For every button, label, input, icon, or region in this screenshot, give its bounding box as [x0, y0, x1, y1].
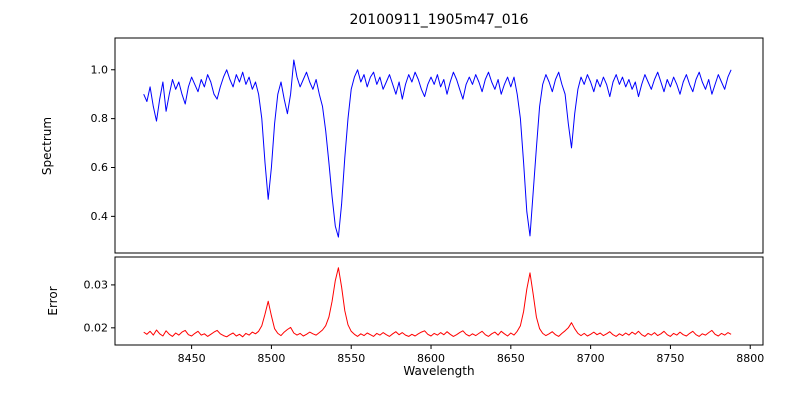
x-tick-label: 8450 — [178, 352, 206, 365]
y-tick-label: 0.6 — [91, 161, 109, 174]
x-tick-label: 8500 — [257, 352, 285, 365]
y-tick-label: 0.8 — [91, 112, 109, 125]
x-tick-label: 8550 — [337, 352, 365, 365]
y-tick-label: 0.4 — [91, 210, 109, 223]
y-tick-label: 0.03 — [84, 278, 109, 291]
x-tick-label: 8600 — [417, 352, 445, 365]
chart-title: 20100911_1905m47_016 — [349, 12, 529, 28]
x-tick-label: 8650 — [497, 352, 525, 365]
error-line — [143, 267, 732, 338]
y-axis-label-error: Error — [46, 286, 60, 316]
x-tick-label: 8750 — [656, 352, 684, 365]
y-tick-label: 0.02 — [84, 321, 109, 334]
y-tick-label: 1.0 — [91, 63, 109, 76]
x-tick-label: 8800 — [736, 352, 764, 365]
panel-border-0 — [114, 37, 764, 254]
panel-border-1 — [114, 256, 764, 346]
x-axis-label: Wavelength — [403, 364, 475, 378]
y-axis-label-spectrum: Spectrum — [40, 116, 54, 176]
x-tick-label: 8700 — [577, 352, 605, 365]
spectrum-line — [143, 59, 732, 238]
